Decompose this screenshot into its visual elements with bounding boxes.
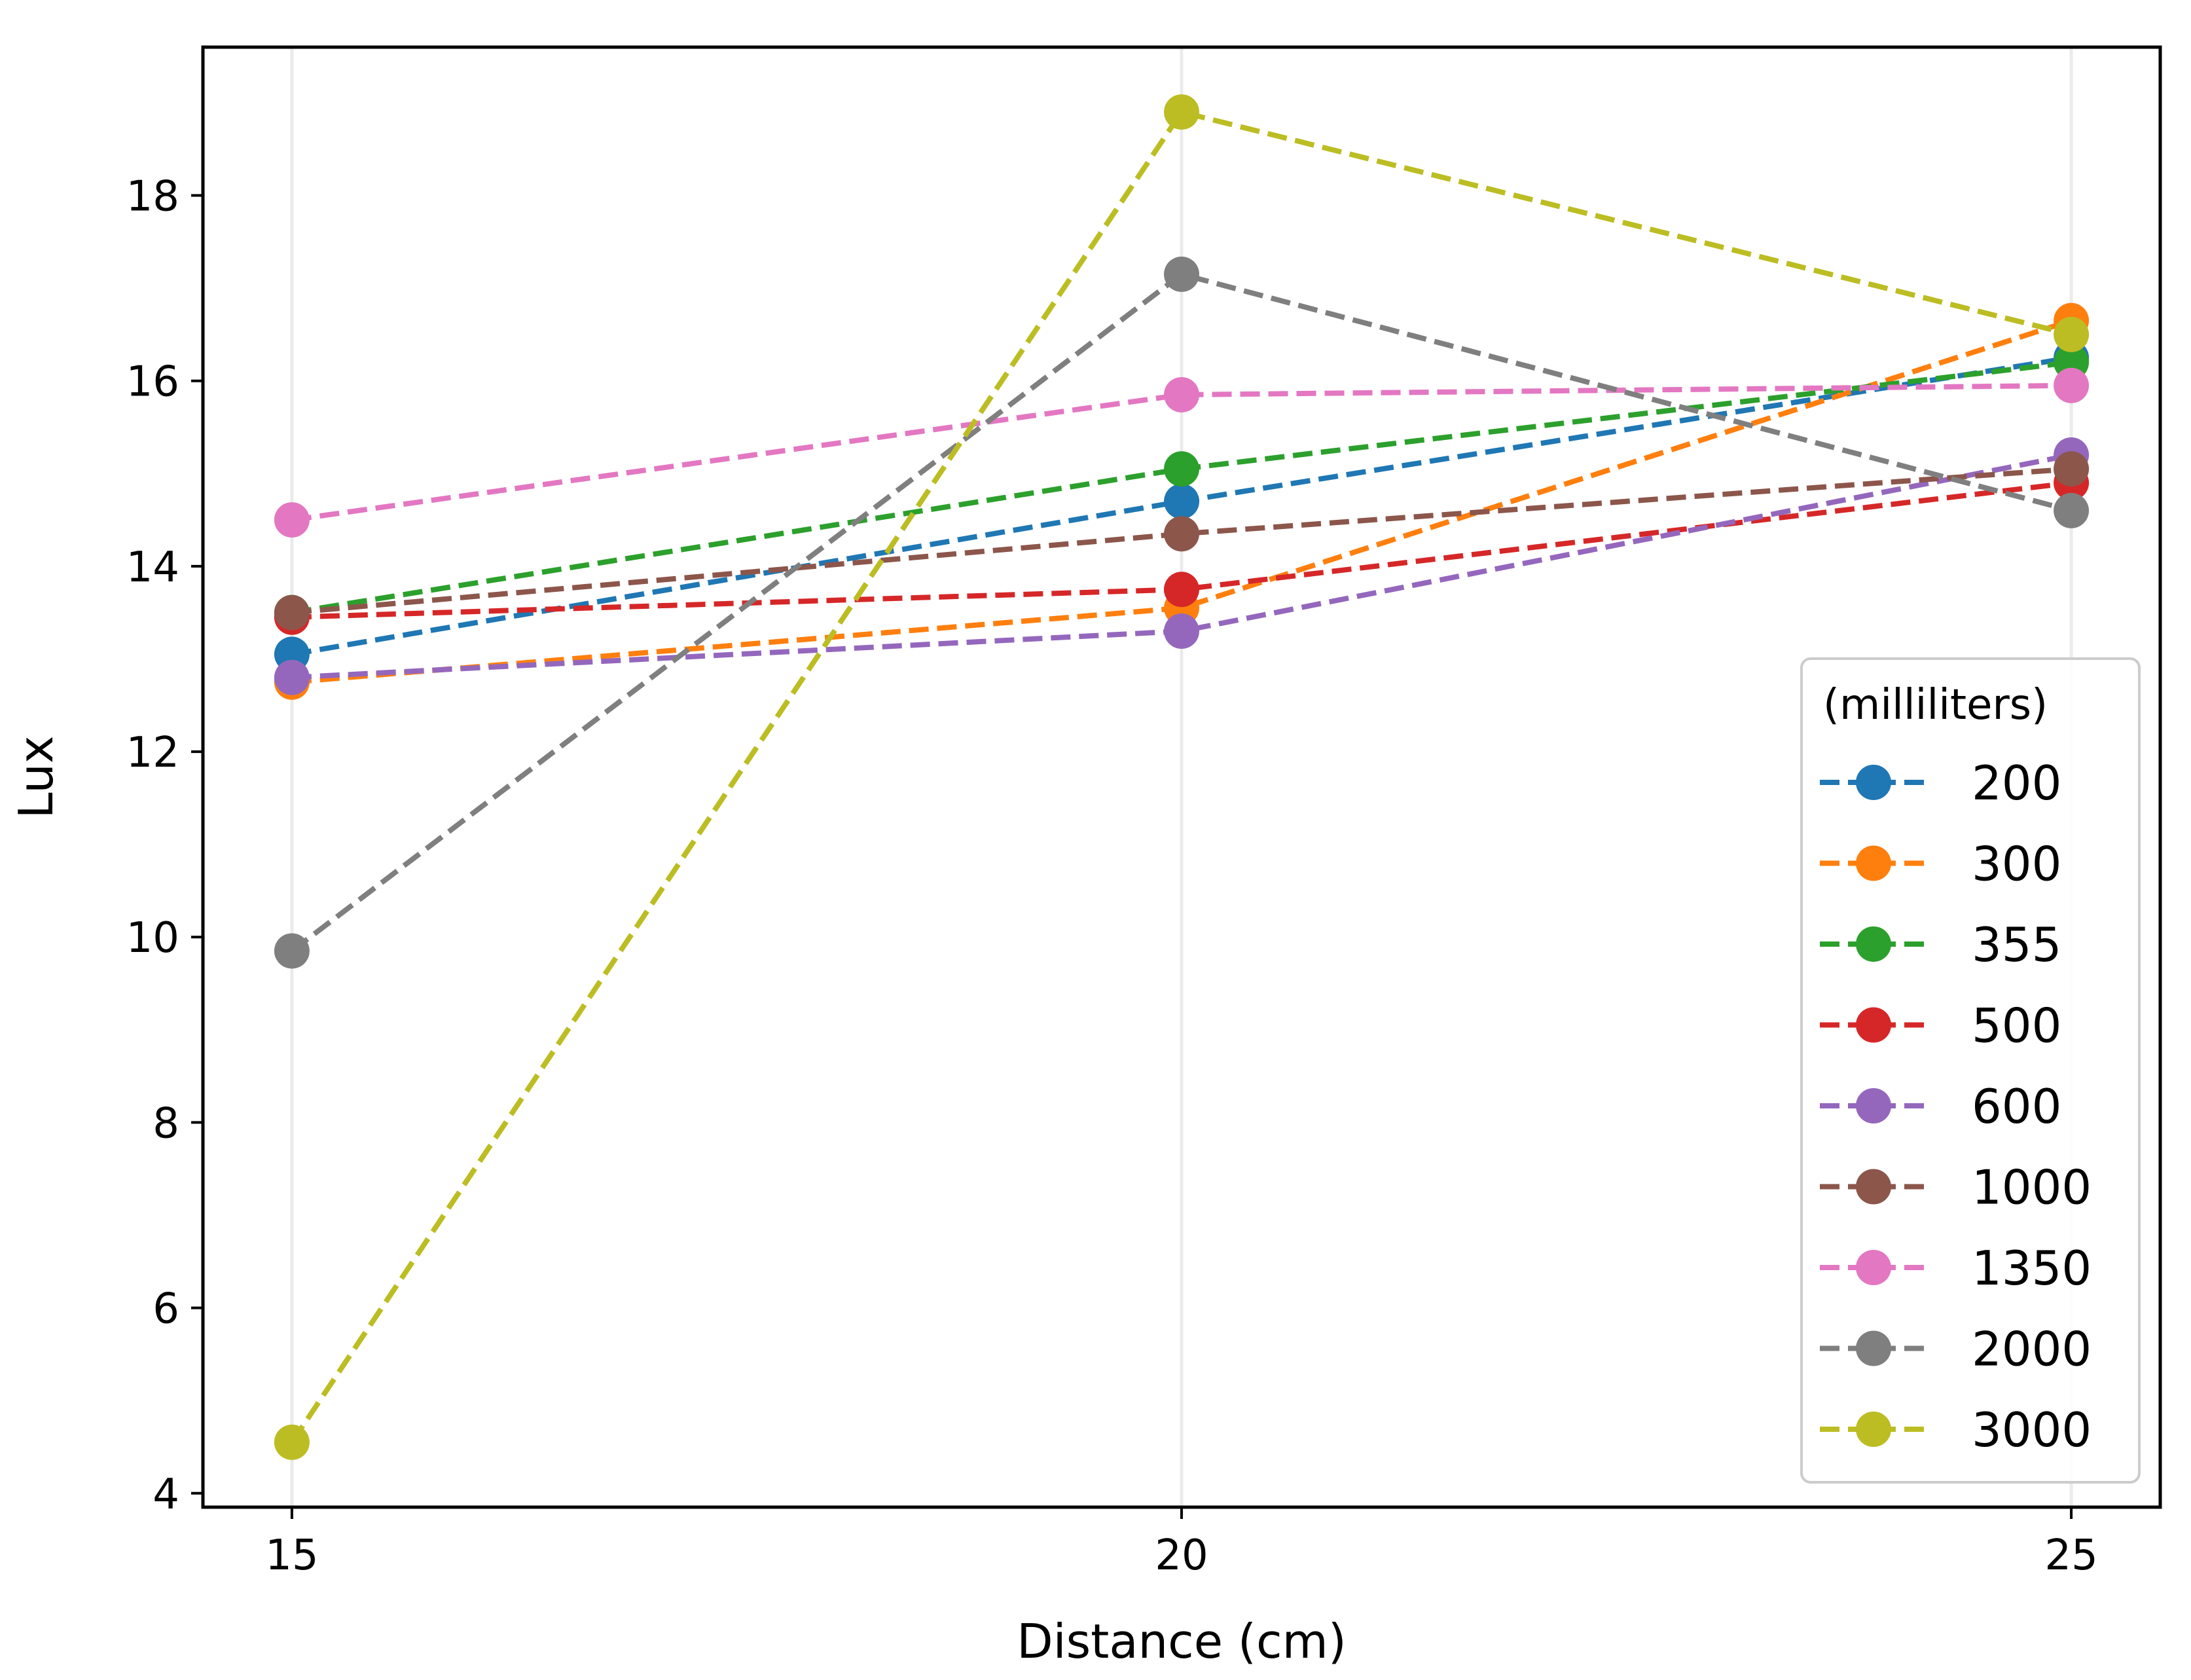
legend-marker (1856, 1250, 1891, 1285)
legend-marker (1856, 1412, 1891, 1447)
legend-label: 1000 (1972, 1160, 2091, 1215)
data-point (2054, 367, 2090, 403)
legend-marker (1856, 1088, 1891, 1123)
data-point (2054, 316, 2090, 352)
legend-item-200: 200 (1820, 756, 2061, 811)
legend-title: (milliliters) (1823, 681, 2048, 729)
y-axis-label: Lux (9, 735, 63, 818)
legend-marker (1856, 765, 1891, 800)
y-tick-label: 14 (126, 543, 179, 592)
data-point (274, 594, 310, 630)
legend-item-355: 355 (1820, 917, 2061, 972)
legend-item-1000: 1000 (1820, 1160, 2091, 1215)
series-line (290, 271, 2073, 953)
legend-label: 1350 (1972, 1241, 2091, 1296)
legend-item-600: 600 (1820, 1079, 2061, 1134)
legend-marker (1856, 1007, 1891, 1043)
y-tick-label: 4 (153, 1470, 179, 1519)
data-point (1164, 94, 1199, 130)
data-point (274, 502, 310, 538)
series-line (289, 109, 2073, 1444)
legend-label: 3000 (1972, 1402, 2091, 1457)
legend-label: 500 (1972, 998, 2061, 1053)
legend-marker (1856, 926, 1891, 962)
legend-label: 300 (1972, 837, 2061, 892)
data-point (1164, 613, 1199, 649)
legend-item-3000: 3000 (1820, 1402, 2091, 1457)
data-point (1164, 572, 1199, 608)
series-line (291, 382, 2072, 523)
legend-item-1350: 1350 (1820, 1241, 2091, 1296)
legend-item-300: 300 (1820, 837, 2061, 892)
series-1000 (274, 451, 2090, 630)
y-tick-label: 8 (153, 1099, 179, 1148)
legend-item-2000: 2000 (1820, 1322, 2091, 1377)
y-tick-label: 12 (126, 729, 179, 777)
series-3000 (274, 94, 2090, 1460)
y-tick-label: 6 (153, 1285, 179, 1334)
legend-label: 355 (1972, 917, 2061, 972)
y-tick-label: 10 (126, 914, 179, 962)
legend-label: 200 (1972, 756, 2061, 811)
data-point (2054, 451, 2090, 487)
legend: (milliliters) 20030035550060010001350200… (1800, 657, 2141, 1484)
x-tick-label: 20 (1155, 1531, 1208, 1580)
data-point (1164, 376, 1199, 412)
legend-label: 600 (1972, 1079, 2061, 1134)
legend-marker (1856, 1330, 1891, 1366)
series-layer (274, 94, 2090, 1460)
x-tick-label: 25 (2044, 1531, 2097, 1580)
data-point (1164, 483, 1199, 519)
data-point (274, 659, 310, 695)
data-point (1164, 451, 1199, 487)
y-tick-label: 16 (126, 358, 179, 407)
legend-item-500: 500 (1820, 998, 2061, 1053)
series-line (291, 318, 2073, 685)
data-point (1164, 516, 1199, 552)
data-point (274, 933, 310, 969)
series-1350 (274, 367, 2090, 538)
y-axis: 4 6 8 10 12 14 16 18 (126, 173, 203, 1519)
data-point (274, 1424, 310, 1460)
series-line (291, 466, 2072, 615)
legend-items: 200 300 355 500 600 1000 1350 2000 3000 (1820, 756, 2091, 1457)
x-axis-label: Distance (cm) (1017, 1614, 1347, 1669)
legend-marker (1856, 845, 1891, 881)
x-tick-label: 15 (265, 1531, 318, 1580)
data-point (2054, 492, 2090, 528)
x-axis: 15 20 25 (265, 1507, 2098, 1580)
legend-label: 2000 (1972, 1322, 2091, 1377)
series-2000 (274, 256, 2090, 969)
y-tick-label: 18 (126, 173, 179, 221)
legend-marker (1856, 1169, 1891, 1205)
data-point (1164, 256, 1199, 292)
